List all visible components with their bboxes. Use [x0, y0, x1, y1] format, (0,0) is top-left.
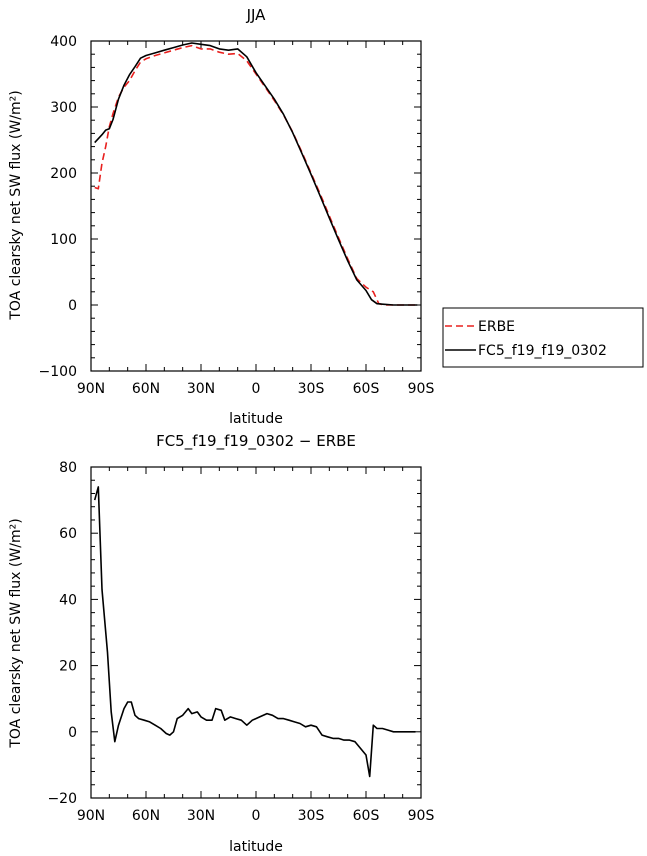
bottom-x-tick-label: 90S — [408, 808, 435, 824]
top-x-tick-label: 30N — [187, 381, 215, 397]
top-chart: JJA 90N 60N 30N 0 30S 60S 90S −100 0 100 200 300 400… — [8, 6, 434, 427]
bottom-x-tick-label: 30N — [187, 808, 215, 824]
bottom-series-line-0 — [93, 486, 416, 778]
top-x-tick-label: 60N — [132, 381, 160, 397]
bottom-y-tick-label: 60 — [59, 526, 77, 542]
bottom-x-tick-label: 90N — [77, 808, 105, 824]
bottom-chart-xlabel: latitude — [229, 839, 283, 855]
legend-label-erbe: ERBE — [478, 319, 515, 335]
top-y-tick-label: 100 — [50, 232, 77, 248]
bottom-chart-title: FC5_f19_f19_0302 − ERBE — [156, 432, 356, 451]
top-y-tick-label: 400 — [50, 34, 77, 50]
top-y-tick-label: −100 — [39, 364, 77, 380]
bottom-x-tick-label: 30S — [298, 808, 325, 824]
bottom-plot-area: 90N 60N 30N 0 30S 60S 90S −20 0 20 40 60 80 — [47, 460, 434, 824]
legend: ERBE FC5_f19_f19_0302 — [442, 307, 644, 368]
top-x-tick-label: 30S — [298, 381, 325, 397]
top-series-line-1 — [94, 42, 418, 306]
top-plot-area: 90N 60N 30N 0 30S 60S 90S −100 0 100 200 300 400 — [39, 34, 435, 397]
bottom-y-tick-label: 20 — [59, 659, 77, 675]
bottom-y-tick-label: 0 — [68, 725, 77, 741]
legend-label-model: FC5_f19_f19_0302 — [478, 343, 607, 359]
top-chart-title: JJA — [246, 6, 267, 24]
bottom-chart-ylabel: TOA clearsky net SW flux (W/m²) — [8, 518, 24, 748]
bottom-x-tick-label: 60N — [132, 808, 160, 824]
top-series-line-0 — [94, 44, 418, 306]
legend-box — [442, 307, 644, 368]
top-chart-ylabel: TOA clearsky net SW flux (W/m²) — [8, 90, 24, 320]
bottom-x-tick-label: 60S — [353, 808, 380, 824]
bottom-y-tick-label: 80 — [59, 460, 77, 476]
bottom-y-tick-label: −20 — [47, 791, 77, 807]
top-x-tick-label: 90N — [77, 381, 105, 397]
top-x-tick-label: 60S — [353, 381, 380, 397]
bottom-y-tick-label: 40 — [59, 592, 77, 608]
top-y-tick-label: 200 — [50, 166, 77, 182]
top-x-tick-label: 90S — [408, 381, 435, 397]
top-y-tick-label: 0 — [68, 298, 77, 314]
top-y-tick-label: 300 — [50, 100, 77, 116]
bottom-chart: FC5_f19_f19_0302 − ERBE 90N 60N 30N 0 30S 60S… — [8, 432, 434, 855]
top-chart-xlabel: latitude — [229, 411, 283, 427]
top-plot-frame — [90, 40, 422, 372]
bottom-x-tick-label: 0 — [252, 808, 261, 824]
top-x-tick-label: 0 — [252, 381, 261, 397]
